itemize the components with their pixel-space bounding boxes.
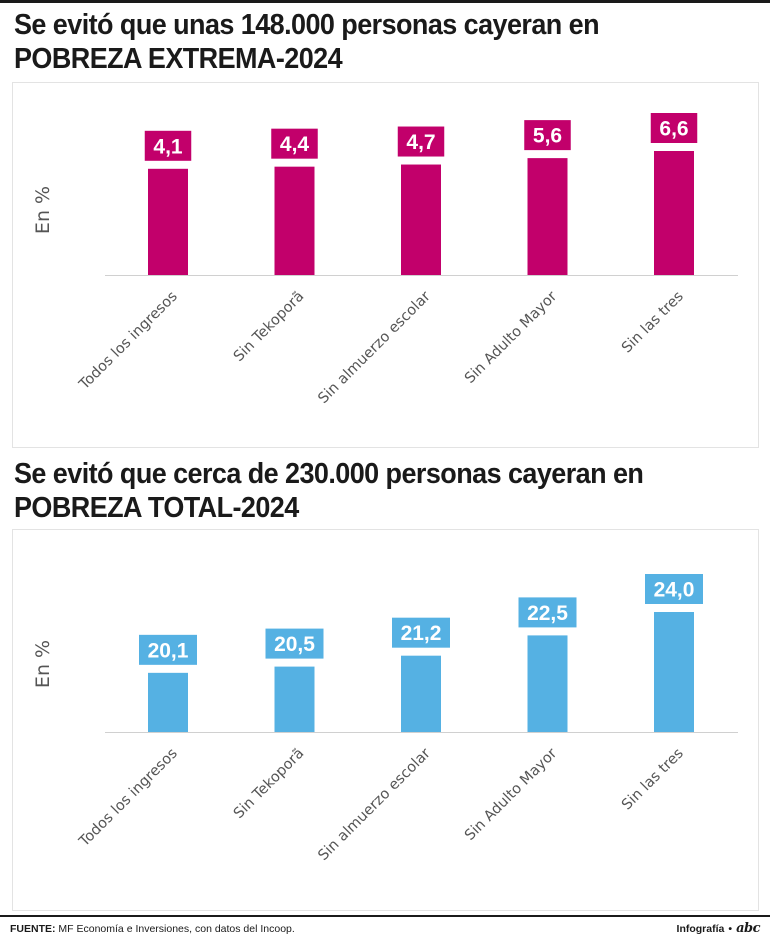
chart-title-total-line2: POBREZA TOTAL-2024 [14,492,299,524]
extrema-value-label-bg-sin-almuerzo-escolar [397,126,445,157]
credit-bullet: • [728,922,733,935]
extrema-bar-sin-las-tres [654,151,694,275]
chart-title-total-line1: Se evitó que cerca de 230.000 personas c… [14,458,644,490]
chart-title-extrema-line1: Se evitó que unas 148.000 personas cayer… [14,9,600,41]
extrema-category-label-sin-las-tres: Sin las tres [619,289,687,357]
total-value-label-sin-adulto-mayor: 22,5 [527,602,568,625]
extrema-category-label-sin-almuerzo-escolar: Sin almuerzo escolar [315,288,433,406]
chart-title-extrema: Se evitó que unas 148.000 personas cayer… [14,8,600,76]
extrema-category-label-todos-los-ingresos: Todos los ingresos [76,289,181,394]
total-value-label-bg-sin-tekopor- [265,628,324,659]
source-label: FUENTE: [10,923,56,935]
total-value-label-sin-tekopor-: 20,5 [274,633,315,656]
extrema-value-label-sin-las-tres: 6,6 [659,118,688,141]
chart-title-extrema-line2: POBREZA EXTREMA-2024 [14,43,343,75]
source-text: MF Economía e Inversiones, con datos del… [58,923,295,935]
total-category-label-sin-adulto-mayor: Sin Adulto Mayor [462,745,560,843]
source-note: FUENTE: MF Economía e Inversiones, con d… [10,923,295,935]
total-value-label-todos-los-ingresos: 20,1 [148,639,189,662]
chart-title-total: Se evitó que cerca de 230.000 personas c… [14,457,644,525]
total-value-label-sin-las-tres: 24,0 [654,579,695,602]
extrema-value-label-sin-almuerzo-escolar: 4,7 [406,131,435,154]
credit-label: Infografía [676,922,725,935]
total-category-label-sin-almuerzo-escolar: Sin almuerzo escolar [315,745,433,863]
chart-panel-extrema: En % 4,1 Todos los ingresos 4,4 Sin Tekoporã… [12,82,759,448]
total-category-label-todos-los-ingresos: Todos los ingresos [76,746,181,851]
extrema-y-axis-label: En % [32,186,54,234]
total-value-label-bg-todos-los-ingresos [139,634,197,665]
total-y-axis-label: En % [32,640,54,688]
total-value-label-sin-almuerzo-escolar: 21,2 [401,622,442,645]
abc-logo: abc [736,921,760,936]
total-bar-todos-los-ingresos [148,672,188,732]
extrema-value-label-sin-tekopor-: 4,4 [280,133,310,156]
extrema-value-label-bg-sin-las-tres [650,113,698,143]
total-value-label-bg-sin-almuerzo-escolar [392,617,450,648]
bottom-rule [0,915,770,917]
extrema-value-label-todos-los-ingresos: 4,1 [153,135,183,158]
bar-chart-total: En % 20,1 Todos los ingresos 20,5 Sin Tekopo… [32,574,738,864]
chart-panel-total: En % 20,1 Todos los ingresos 20,5 Sin Tekopo… [12,529,759,911]
extrema-bar-sin-tekopor- [274,166,315,275]
total-bar-sin-tekopor- [274,666,315,732]
total-bar-sin-adulto-mayor [527,635,568,732]
extrema-bar-sin-adulto-mayor [527,158,568,275]
extrema-category-label-sin-tekopor-: Sin Tekoporã [231,289,307,365]
top-rule [0,0,770,3]
extrema-category-label-sin-adulto-mayor: Sin Adulto Mayor [462,288,560,386]
total-category-label-sin-tekopor-: Sin Tekoporã [231,746,307,822]
total-value-label-bg-sin-adulto-mayor [518,597,577,628]
extrema-value-label-bg-todos-los-ingresos [144,130,192,161]
extrema-value-label-bg-sin-tekopor- [271,128,318,159]
bar-chart-extrema: En % 4,1 Todos los ingresos 4,4 Sin Tekoporã… [32,113,738,407]
total-bar-sin-almuerzo-escolar [401,655,441,732]
extrema-bar-todos-los-ingresos [148,168,188,275]
total-category-label-sin-las-tres: Sin las tres [619,746,687,814]
total-value-label-bg-sin-las-tres [645,574,703,604]
extrema-value-label-sin-adulto-mayor: 5,6 [533,125,562,148]
extrema-value-label-bg-sin-adulto-mayor [524,120,571,151]
extrema-bar-sin-almuerzo-escolar [401,164,441,275]
credit: Infografía • abc [676,921,761,936]
total-bar-sin-las-tres [654,612,694,732]
